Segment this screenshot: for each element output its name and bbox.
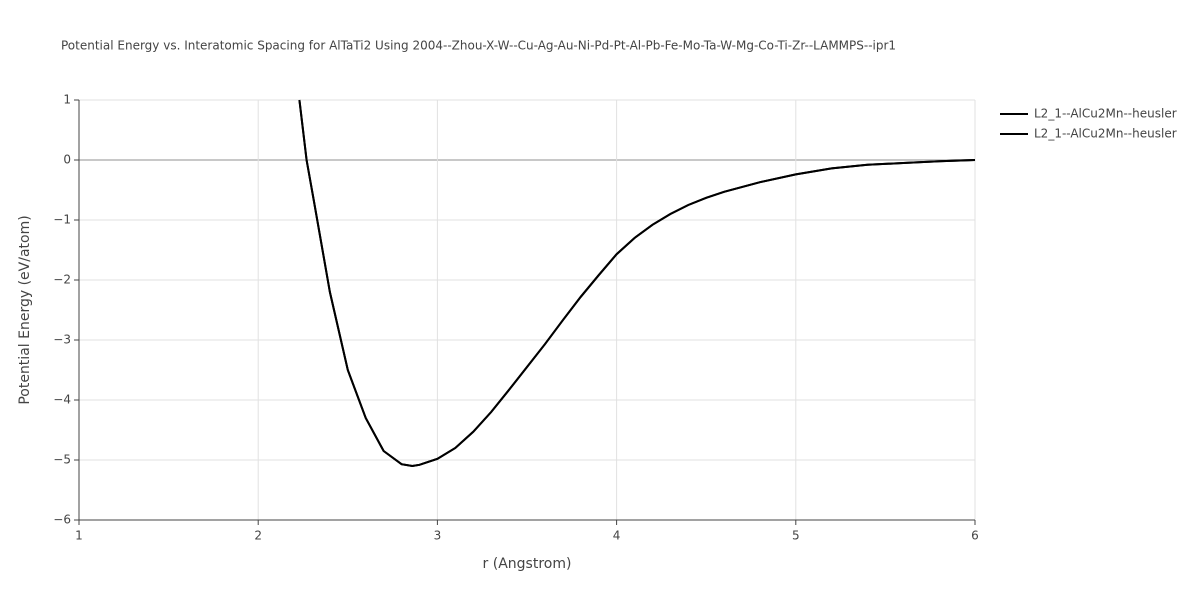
y-tick-label: −3 xyxy=(53,333,71,347)
legend-label: L2_1--AlCu2Mn--heusler xyxy=(1034,127,1177,141)
y-tick-label: −2 xyxy=(53,273,71,287)
series-line xyxy=(298,99,976,468)
y-tick-label: −4 xyxy=(53,393,71,407)
x-tick-label: 3 xyxy=(434,529,442,543)
y-tick-label: 0 xyxy=(63,153,71,167)
y-tick-label: 1 xyxy=(63,93,71,107)
x-tick-label: 6 xyxy=(971,529,979,543)
y-tick-label: −6 xyxy=(53,513,71,527)
x-tick-label: 4 xyxy=(613,529,621,543)
y-tick-label: −5 xyxy=(53,453,71,467)
x-tick-label: 2 xyxy=(254,529,262,543)
y-axis-label: Potential Energy (eV/atom) xyxy=(17,215,33,404)
chart-title: Potential Energy vs. Interatomic Spacing… xyxy=(61,39,896,53)
x-tick-label: 1 xyxy=(75,529,83,543)
legend-label: L2_1--AlCu2Mn--heusler xyxy=(1034,107,1177,121)
x-axis-label: r (Angstrom) xyxy=(483,556,572,572)
y-tick-label: −1 xyxy=(53,213,71,227)
x-tick-label: 5 xyxy=(792,529,800,543)
series-line xyxy=(298,99,976,468)
